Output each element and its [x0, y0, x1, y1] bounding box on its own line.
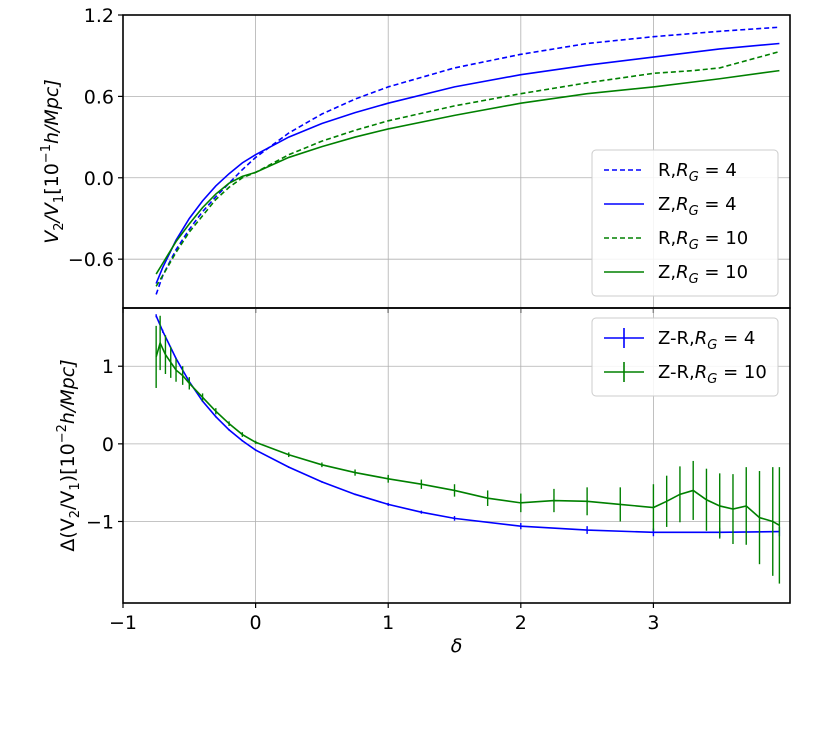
legend-label: R,RG = 4 [658, 160, 737, 185]
axes-frame [122, 307, 791, 604]
top-panel: −0.6 0.0 0.6 1.2 V2/V1[10−1h/Mpc] R,RG = 4 Z,R… [39, 5, 791, 313]
series-line-2 [155, 50, 780, 287]
y-tick-label: 0 [102, 434, 114, 456]
y-tick-label: 0.0 [84, 168, 114, 190]
series-line-1 [155, 340, 780, 527]
plot-area [155, 314, 781, 584]
x-axis-label: δ [451, 635, 463, 657]
legend: Z-R,RG = 4 Z-R,RG = 10 [591, 317, 779, 397]
legend-label: Z-R,RG = 4 [658, 328, 755, 353]
x-tick-label: 0 [250, 612, 262, 634]
y-axis-label: V2/V1[10−1h/Mpc] [39, 79, 67, 244]
legend-label: Z-R,RG = 10 [658, 362, 767, 387]
legend: R,RG = 4 Z,RG = 4 R,RG = 10 Z,RG = 10 [591, 149, 779, 297]
series-line-3 [155, 69, 780, 275]
y-tick-label: 0.6 [84, 86, 114, 108]
y-tick-label: −0.6 [68, 249, 114, 271]
bottom-panel: −1 0 1 −1 0 1 2 3 Δ(V2/V1)[10−2h/Mpc] δ Z-R,RG = 4… [55, 307, 791, 657]
y-tick-label: 1 [102, 356, 114, 378]
y-axis-label: Δ(V2/V1)[10−2h/Mpc] [55, 359, 83, 551]
x-tick-label: 3 [647, 612, 659, 634]
legend-label: Z,RG = 4 [658, 194, 737, 219]
y-tick-label: 1.2 [84, 5, 114, 27]
x-tick-label: −1 [109, 612, 137, 634]
x-tick-label: 1 [382, 612, 394, 634]
series-line-1 [155, 42, 780, 284]
legend-label: R,RG = 10 [658, 228, 748, 253]
legend-box [591, 149, 779, 297]
legend-label: Z,RG = 10 [658, 262, 748, 287]
x-tick-label: 2 [515, 612, 527, 634]
y-tick-label: −1 [86, 511, 114, 533]
series-line-0 [155, 26, 780, 295]
plot-area [155, 26, 780, 295]
